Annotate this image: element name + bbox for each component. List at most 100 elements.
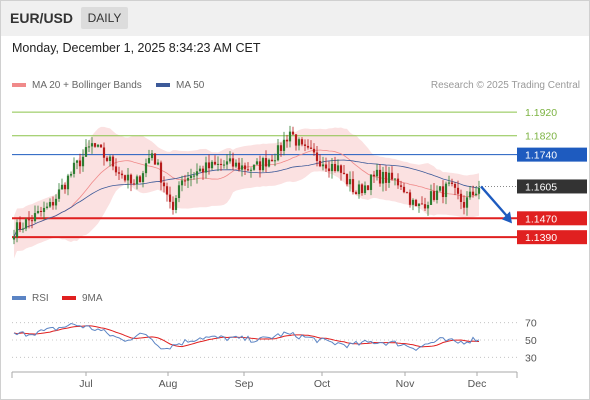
candle-body [135,176,139,185]
candle-body [150,153,154,159]
ma20-line [13,149,480,238]
price-plot [12,111,517,259]
rsi-swatch [12,296,26,301]
legend-ma20: MA 20 + Bollinger Bands [12,80,142,91]
candle-body [348,179,352,185]
x-tick-label-Jul: Jul [79,378,92,390]
candle-body [447,182,451,184]
candle-body [456,187,460,194]
candle-body [327,168,331,172]
legend-ma50-label: MA 50 [176,80,205,91]
candle-body [345,173,349,185]
candle-body [117,172,121,174]
candle-body [33,213,37,222]
candle-body [180,180,184,186]
candle-body [471,191,475,195]
candle-body [339,165,343,173]
candle-body [309,147,313,149]
rsi-tick-label: 70 [525,318,537,330]
legend-ma50: MA 50 [156,80,204,91]
candle-body [270,159,274,162]
candle-body [228,158,232,162]
ma50-swatch [156,83,170,88]
forecast-arrow-head [502,211,512,224]
candle-body [243,165,247,170]
candle-body [324,164,328,169]
rsi-tick-label: 50 [525,335,537,347]
candle-body [102,147,106,158]
candle-body [414,199,418,207]
candle-body [366,185,370,190]
candle-body [312,148,316,153]
credit-label: Research © 2025 Trading Central [430,80,580,91]
candle-body [405,192,409,194]
candle-body [321,164,325,167]
candle-body [126,174,130,181]
candle-body [435,190,439,200]
candle-body [333,163,337,171]
candle-body [195,171,199,176]
candle-body [396,178,400,186]
candle-body [66,175,70,190]
candle-body [177,185,181,199]
candle-body [141,173,145,183]
candle-body [45,206,49,208]
candle-body [162,182,166,187]
forecast-arrow-line [480,185,510,220]
x-tick-label-Oct: Oct [314,378,330,390]
candle-body [198,168,202,172]
candle-body [57,189,61,199]
level-tag-1.1470 [517,211,587,226]
candle-body [120,173,124,176]
candle-body [144,163,148,174]
level-tag-1.1605 [517,179,587,194]
candle-body [465,197,469,208]
candle-body [174,198,178,210]
level-label: 1.1820 [525,131,557,143]
candle-body [423,204,427,209]
candle-body [294,134,298,146]
candle-body [453,183,457,188]
candle-body [84,147,88,157]
legend-ma20-label: MA 20 + Bollinger Bands [32,80,142,91]
candle-body [336,165,340,171]
candle-body [42,207,46,212]
level-tag-1.1740 [517,147,587,162]
candle-body [393,178,397,180]
candle-body [459,193,463,202]
datetime-label: Monday, December 1, 2025 8:34:23 AM CET [12,41,261,55]
candle-body [90,143,94,147]
candle-body [273,160,277,162]
candle-body [207,162,211,169]
candle-body [54,198,58,206]
candle-body [282,139,286,151]
candle-body [252,164,256,170]
candle-body [462,201,466,208]
timeframe-button[interactable]: DAILY [81,7,128,29]
candle-body [69,173,73,176]
candle-body [201,168,205,173]
candle-body [441,186,445,198]
candle-body [153,153,157,165]
candle-body [387,172,391,183]
candle-body [51,202,55,206]
legend-rsi-label: RSI [32,293,49,304]
candle-body [360,184,364,194]
x-tick-label-Dec: Dec [468,378,487,390]
x-tick-label-Nov: Nov [396,378,415,390]
candle-body [15,222,19,238]
level-label: 1.1920 [525,107,557,119]
candle-body [372,174,376,177]
candle-body [111,156,115,167]
ma9-swatch [62,296,76,301]
candle-body [279,145,283,151]
rsi-ma-line [13,325,480,348]
candle-body [165,186,169,195]
legend-9ma: 9MA [62,293,103,304]
candle-body [78,160,82,167]
candle-body [306,145,310,148]
legend-9ma-label: 9MA [82,293,103,304]
candle-body [330,163,334,172]
candle-body [351,179,355,193]
